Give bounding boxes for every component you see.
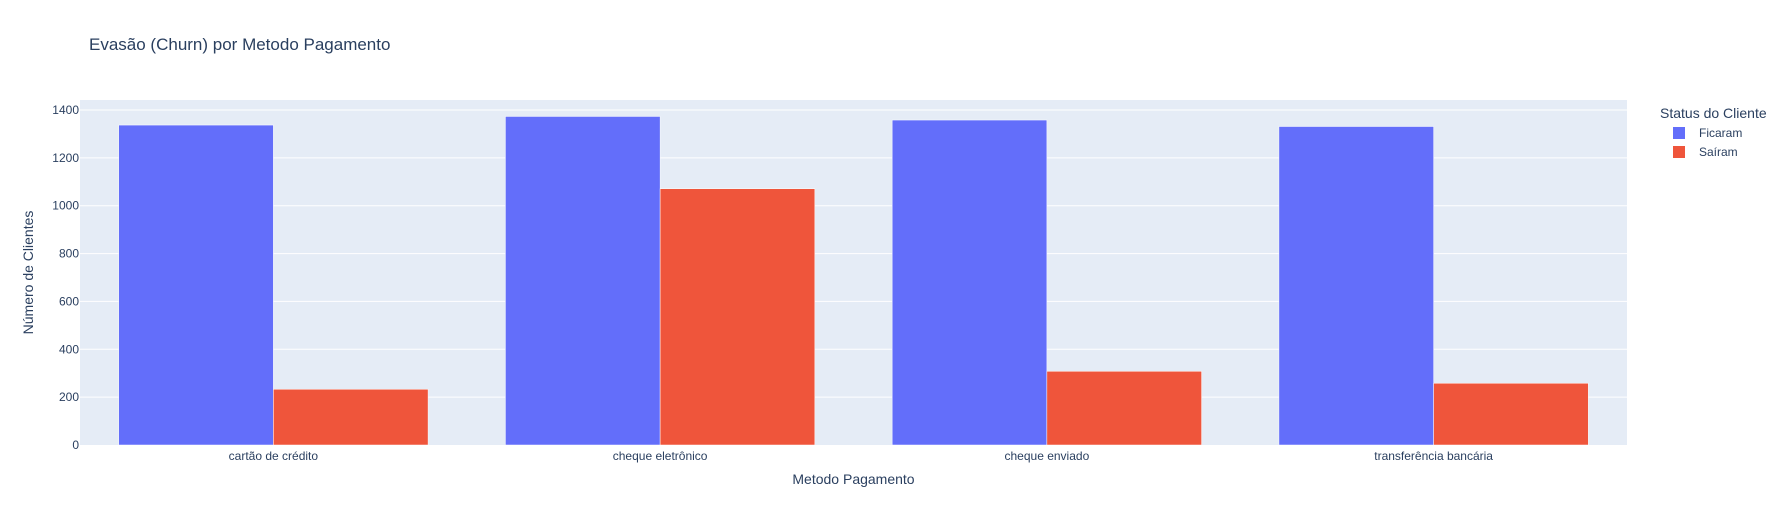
bar-sairam-2: [1046, 371, 1202, 446]
y-tick-label: 1200: [52, 151, 79, 165]
x-tick-labels: cartão de crédito cheque eletrônico cheque…: [229, 449, 1494, 463]
legend-swatch: [1673, 146, 1685, 158]
bar-sairam-0: [273, 388, 429, 446]
legend-items: Ficaram Saíram: [1673, 126, 1742, 159]
y-tick-label: 0: [72, 438, 79, 452]
x-tick-label: cartão de crédito: [229, 449, 319, 463]
y-tick-label: 1000: [52, 199, 79, 213]
y-tick-label: 800: [59, 247, 79, 261]
bar-sairam-1: [659, 188, 816, 446]
x-axis-title: Metodo Pagamento: [792, 471, 914, 487]
bar-ficaram-1: [505, 116, 661, 446]
legend-label: Ficaram: [1699, 126, 1742, 140]
bar-ficaram-3: [1278, 126, 1434, 446]
y-tick-label: 200: [59, 390, 79, 404]
x-tick-label: transferência bancária: [1374, 449, 1493, 463]
x-tick-label: cheque enviado: [1005, 449, 1090, 463]
legend: Status do Cliente Ficaram Saíram: [1660, 105, 1767, 159]
legend-swatch: [1673, 127, 1685, 139]
bars: [118, 116, 1589, 446]
bar-ficaram-2: [891, 119, 1048, 446]
y-tick-label: 1400: [52, 103, 79, 117]
y-tick-labels: 0 200 400 600 800 1000 1200 1400: [52, 103, 79, 452]
bar-ficaram-0: [118, 124, 274, 446]
y-axis-title: Número de Clientes: [20, 211, 36, 335]
x-tick-label: cheque eletrônico: [613, 449, 708, 463]
y-tick-label: 400: [59, 342, 79, 356]
bar-sairam-3: [1433, 383, 1589, 446]
chart-title: Evasão (Churn) por Metodo Pagamento: [89, 35, 390, 54]
legend-label: Saíram: [1699, 145, 1738, 159]
y-tick-label: 600: [59, 294, 79, 308]
legend-title: Status do Cliente: [1660, 105, 1767, 121]
